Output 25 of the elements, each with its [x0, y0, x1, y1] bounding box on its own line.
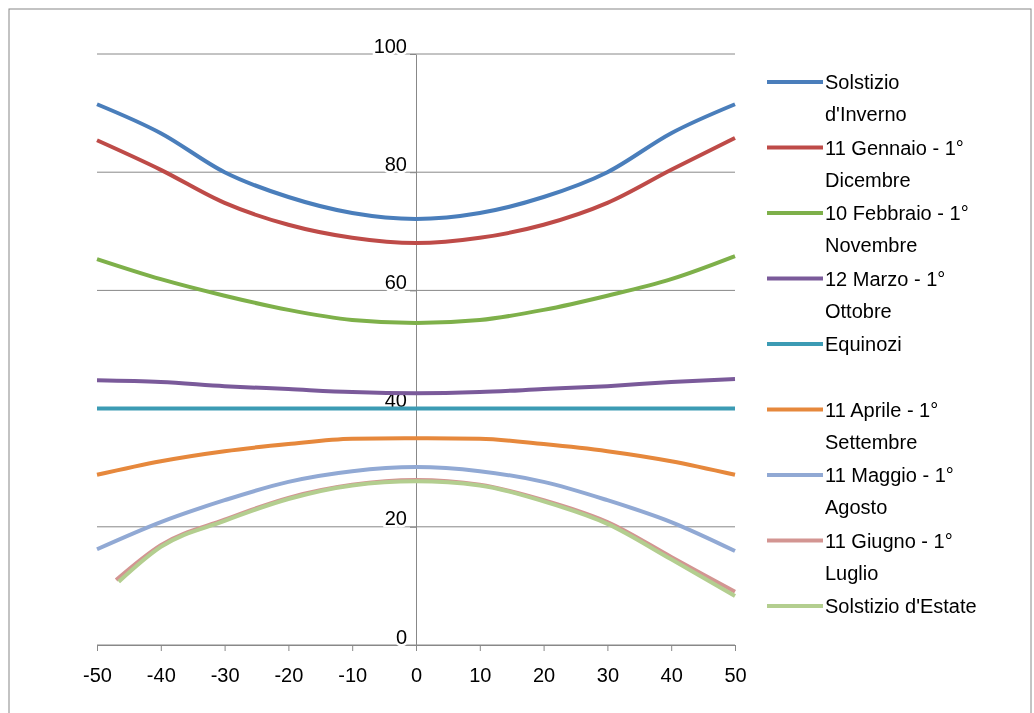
y-tick-label: 20	[384, 507, 407, 530]
x-tick-label: 50	[724, 664, 747, 686]
legend-label: Solstizio d'Estate	[825, 595, 977, 617]
legend-label: 11 Maggio - 1° Agosto	[825, 464, 954, 518]
x-tick-label: 10	[469, 664, 492, 686]
x-tick-label: -30	[210, 664, 240, 686]
legend-label: 11 Giugno - 1° Luglio	[825, 529, 953, 584]
x-tick-label: 30	[596, 664, 620, 686]
legend-label: 12 Marzo - 1° Ottobre	[825, 267, 946, 322]
legend-label: 11 Gennaio - 1° Dicembre	[825, 136, 964, 191]
x-tick-label: 0	[410, 664, 423, 686]
x-tick-label: 20	[532, 664, 556, 686]
x-tick-label: -50	[83, 664, 112, 686]
y-tick-label: 100	[373, 34, 407, 57]
x-tick-label: 40	[660, 664, 683, 686]
y-tick-label: 0	[395, 625, 407, 648]
legend-label: Equinozi	[825, 333, 902, 355]
legend-label: 10 Febbraio - 1° Novembre	[825, 202, 969, 256]
legend-label: Solstizio d'Inverno	[825, 71, 907, 125]
legend-label: 11 Aprile - 1° Settembre	[825, 398, 939, 453]
x-tick-label: -10	[338, 664, 368, 686]
y-tick-label: 80	[384, 152, 407, 175]
x-tick-label: -20	[274, 664, 304, 686]
x-tick-label: -40	[146, 664, 176, 686]
y-tick-label: 60	[384, 270, 407, 293]
